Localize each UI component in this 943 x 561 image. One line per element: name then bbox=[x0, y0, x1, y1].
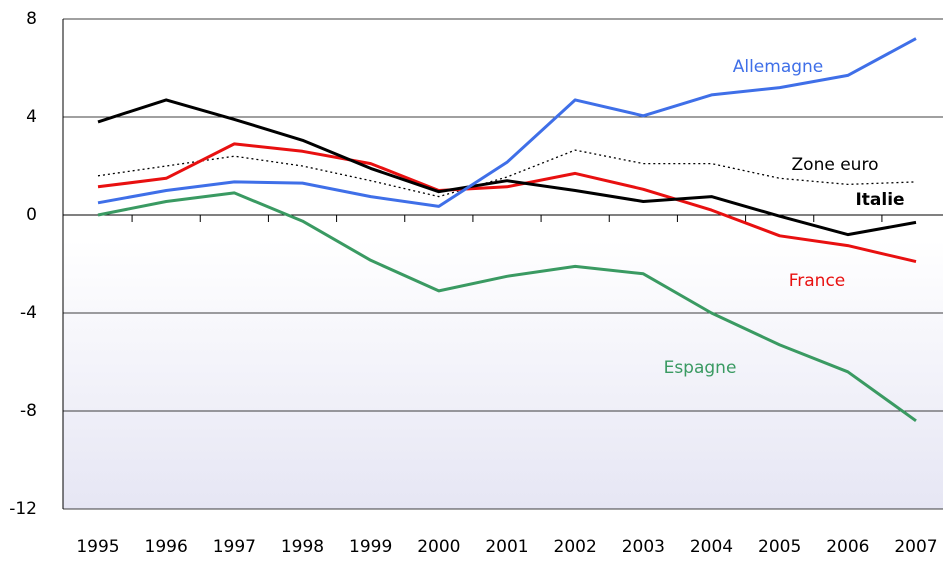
plot-background bbox=[63, 19, 943, 509]
series-label: Allemagne bbox=[733, 57, 824, 77]
series-label: France bbox=[789, 271, 846, 291]
x-tick-label: 2005 bbox=[758, 537, 801, 557]
series-line bbox=[97, 191, 917, 423]
x-tick-label: 2000 bbox=[417, 537, 460, 557]
y-tick-label: 8 bbox=[26, 9, 37, 29]
series-line bbox=[97, 98, 917, 237]
y-tick-label: -12 bbox=[9, 499, 37, 519]
series-line bbox=[97, 142, 917, 264]
series-label: Italie bbox=[855, 190, 904, 210]
series-label: Espagne bbox=[664, 358, 737, 378]
y-tick-label: -4 bbox=[20, 303, 37, 323]
x-tick-label: 2002 bbox=[554, 537, 597, 557]
x-tick-label: 1997 bbox=[213, 537, 256, 557]
y-tick-label: 0 bbox=[26, 205, 37, 225]
x-tick-label: 1998 bbox=[281, 537, 324, 557]
x-tick-label: 2004 bbox=[690, 537, 733, 557]
x-tick-label: 2007 bbox=[894, 537, 937, 557]
x-tick-label: 2006 bbox=[826, 537, 869, 557]
x-tick-label: 1999 bbox=[349, 537, 392, 557]
x-tick-label: 2003 bbox=[622, 537, 665, 557]
y-tick-label: -8 bbox=[20, 401, 37, 421]
x-tick-label: 1996 bbox=[145, 537, 188, 557]
series-label: Zone euro bbox=[792, 155, 879, 175]
x-tick-label: 2001 bbox=[485, 537, 528, 557]
series-line bbox=[97, 37, 917, 208]
y-tick-label: 4 bbox=[26, 107, 37, 127]
x-tick-label: 1995 bbox=[76, 537, 119, 557]
